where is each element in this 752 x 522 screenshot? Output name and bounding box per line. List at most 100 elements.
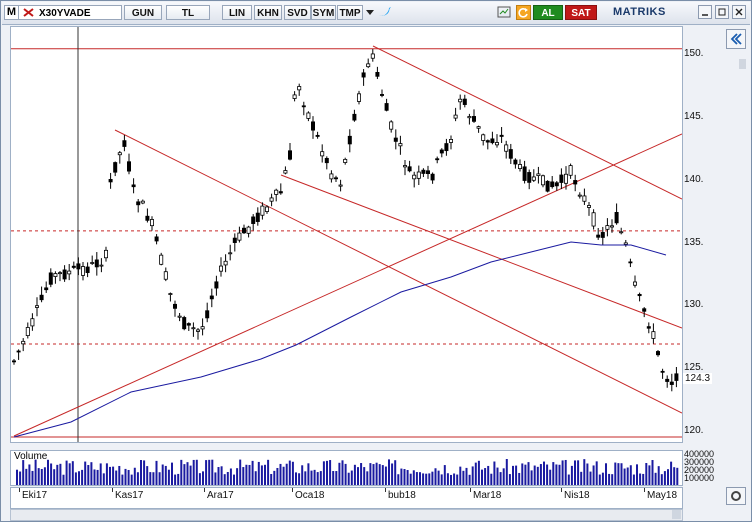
volume-bar: [360, 463, 363, 485]
volume-bar: [140, 460, 142, 485]
volume-bar: [37, 468, 40, 485]
price-chart-canvas: [11, 27, 683, 442]
candle-body: [122, 140, 127, 147]
volume-bar: [598, 474, 601, 485]
candle-body: [81, 266, 86, 276]
time-tick-mark: [470, 488, 471, 492]
volume-bar: [112, 466, 115, 485]
candle-body: [34, 305, 39, 308]
candle-body: [407, 166, 412, 172]
candle-body: [545, 180, 550, 192]
volume-panel[interactable]: Volume: [10, 450, 683, 486]
volume-bar: [375, 462, 378, 485]
candle-body: [260, 205, 265, 216]
volume-bar: [53, 469, 56, 485]
volume-bar: [316, 472, 319, 485]
time-tick-label: Eki17: [22, 490, 48, 501]
twitter-icon[interactable]: [377, 5, 392, 20]
volume-bar: [288, 460, 291, 485]
candle-body: [499, 134, 504, 137]
minimize-icon[interactable]: [698, 5, 713, 20]
time-axis: [10, 487, 683, 509]
volume-bar: [391, 463, 394, 485]
time-tick-mark: [292, 488, 293, 492]
horizontal-scrollbar[interactable]: [10, 509, 683, 521]
candle-body: [67, 270, 72, 275]
scroll-up-button[interactable]: [739, 59, 746, 69]
volume-bar: [198, 473, 201, 485]
svd-button[interactable]: SVD: [284, 5, 311, 20]
last-price-label: 124.3: [683, 372, 713, 384]
volume-bar: [239, 459, 242, 485]
currency-button[interactable]: TL: [166, 5, 210, 20]
candle-body: [536, 173, 541, 176]
tmp-button[interactable]: TMP: [337, 5, 363, 20]
volume-bar: [394, 460, 397, 485]
candle-body: [425, 170, 430, 174]
close-icon[interactable]: [732, 5, 747, 20]
candle-body: [379, 94, 384, 96]
buy-button[interactable]: AL: [533, 5, 563, 20]
volume-bar: [481, 469, 483, 485]
volume-bar: [109, 466, 111, 485]
trend-line: [280, 174, 683, 329]
volume-bar: [648, 465, 651, 485]
linear-button[interactable]: LIN: [222, 5, 252, 20]
volume-bar: [81, 469, 84, 485]
volume-bar: [34, 459, 37, 485]
volume-bar: [505, 459, 508, 485]
candle-body: [255, 212, 260, 222]
volume-bar: [620, 463, 623, 485]
candle-body: [269, 197, 274, 202]
volume-bar: [291, 461, 294, 485]
candle-body: [343, 158, 348, 163]
volume-bar: [468, 474, 471, 485]
time-tick-mark: [204, 488, 205, 492]
volume-bar: [428, 473, 431, 485]
volume-bar: [167, 469, 170, 485]
trend-line: [372, 45, 683, 200]
volume-bar: [462, 470, 465, 485]
khn-button[interactable]: KHN: [254, 5, 282, 20]
volume-bar: [369, 463, 372, 485]
scrollbar-thumb[interactable]: [672, 510, 681, 519]
price-chart[interactable]: [10, 26, 683, 443]
volume-bar: [177, 473, 180, 485]
candle-body: [642, 308, 647, 312]
window-menu-icon[interactable]: M: [4, 5, 19, 20]
volume-tick-label: 300000: [684, 457, 715, 467]
swap-icon: [22, 6, 36, 19]
candle-body: [301, 105, 306, 108]
volume-bar: [434, 468, 437, 485]
volume-bar: [127, 469, 130, 485]
settings-button[interactable]: [726, 487, 746, 505]
volume-bar: [276, 467, 279, 485]
symbol-input[interactable]: X30YVADE: [18, 5, 122, 20]
dropdown-arrow-icon[interactable]: [363, 5, 378, 20]
volume-bar: [68, 463, 71, 485]
candle-body: [287, 150, 292, 160]
volume-bar: [639, 473, 642, 485]
chart-settings-icon[interactable]: [497, 5, 512, 20]
volume-bar: [487, 465, 490, 485]
sym-button[interactable]: SYM: [311, 5, 336, 20]
volume-bar: [115, 470, 118, 485]
candle-body: [485, 140, 490, 143]
candle-body: [30, 318, 35, 327]
trend-line: [13, 133, 683, 437]
candle-body: [481, 134, 486, 141]
volume-bar: [530, 470, 533, 485]
volume-bar: [233, 474, 235, 485]
collapse-panel-button[interactable]: [726, 29, 746, 49]
candle-body: [136, 201, 141, 206]
maximize-icon[interactable]: [715, 5, 730, 20]
candle-body: [453, 114, 458, 119]
refresh-icon[interactable]: [516, 5, 531, 20]
candle-body: [191, 327, 196, 330]
period-button[interactable]: GUN: [124, 5, 162, 20]
volume-bar: [586, 463, 589, 485]
volume-bar: [577, 460, 580, 485]
volume-bar: [372, 464, 375, 485]
volume-bar: [493, 461, 496, 485]
sell-button[interactable]: SAT: [565, 5, 597, 20]
